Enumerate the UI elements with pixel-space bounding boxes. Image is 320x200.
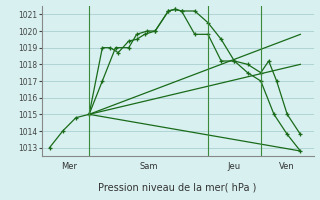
- Text: Mer: Mer: [61, 162, 77, 171]
- Text: Pression niveau de la mer( hPa ): Pression niveau de la mer( hPa ): [99, 183, 257, 193]
- Text: Sam: Sam: [139, 162, 158, 171]
- Text: Ven: Ven: [279, 162, 295, 171]
- Text: Jeu: Jeu: [228, 162, 241, 171]
